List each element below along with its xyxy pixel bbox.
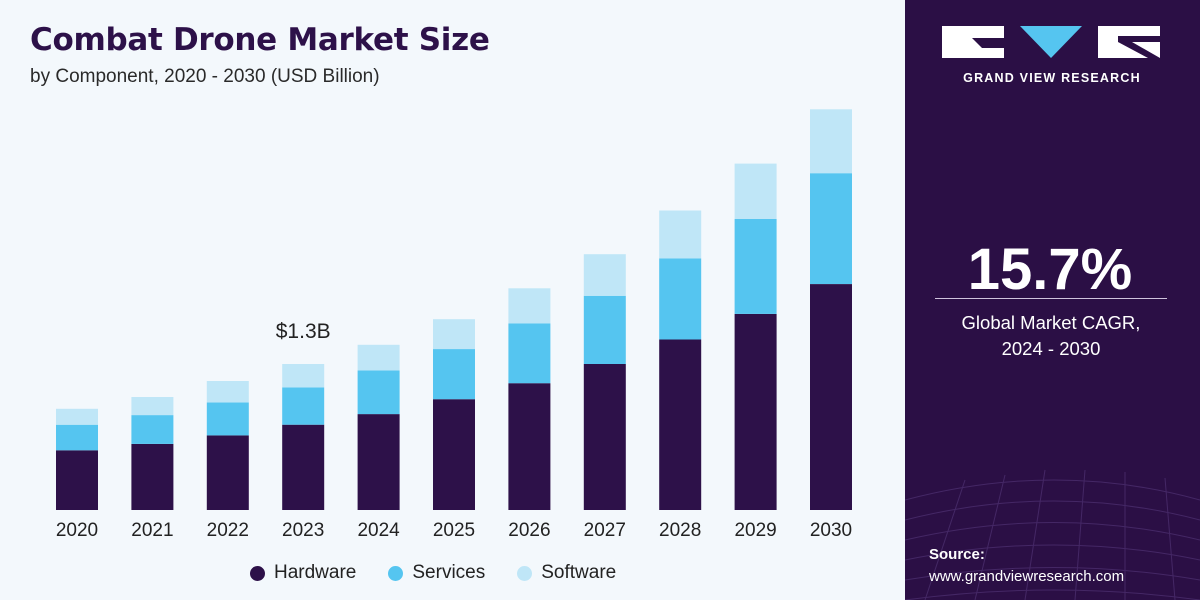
x-tick-label-2021: 2021 xyxy=(131,520,173,541)
x-tick-label-2024: 2024 xyxy=(357,520,400,541)
grid-decoration xyxy=(905,469,1200,600)
bar-segment-services-2027 xyxy=(583,295,626,364)
bar-segment-services-2024 xyxy=(357,370,400,415)
bar-segment-hardware-2024 xyxy=(357,414,400,510)
sidebar-panel xyxy=(905,0,1200,600)
bar-segment-software-2030 xyxy=(810,109,852,174)
bar-segment-services-2029 xyxy=(734,219,777,314)
bar-segment-hardware-2021 xyxy=(131,443,174,510)
bar-segment-hardware-2023 xyxy=(282,424,325,510)
brand-name: GRAND VIEW RESEARCH xyxy=(963,71,1141,85)
bar-segment-services-2025 xyxy=(433,349,475,400)
x-tick-label-2030: 2030 xyxy=(810,520,852,541)
x-tick-label-2025: 2025 xyxy=(433,520,475,541)
bar-segment-software-2028 xyxy=(659,210,702,259)
chart-subtitle: by Component, 2020 - 2030 (USD Billion) xyxy=(30,66,380,87)
cagr-value: 15.7% xyxy=(967,237,1133,302)
bar-segment-hardware-2026 xyxy=(508,383,551,510)
cagr-label-line1: Global Market CAGR, xyxy=(961,312,1141,333)
bar-segment-services-2026 xyxy=(508,323,551,384)
bar-segment-software-2029 xyxy=(734,163,777,219)
bar-segment-services-2022 xyxy=(206,402,249,436)
legend-item-services: Services xyxy=(388,562,485,584)
cagr-label-line2: 2024 - 2030 xyxy=(1001,338,1101,359)
legend-label-hardware: Hardware xyxy=(274,562,357,583)
x-tick-label-2029: 2029 xyxy=(734,520,776,541)
bar-segment-software-2025 xyxy=(433,319,475,349)
legend-item-hardware: Hardware xyxy=(250,562,356,584)
bar-segment-software-2027 xyxy=(583,254,626,296)
bar-segment-hardware-2029 xyxy=(734,313,777,510)
legend-swatch-software xyxy=(517,565,533,581)
x-tick-label-2027: 2027 xyxy=(584,520,626,541)
bar-segment-software-2020 xyxy=(56,408,98,425)
bar-segment-software-2026 xyxy=(508,288,551,324)
bar-segment-services-2020 xyxy=(56,424,98,451)
cagr-divider xyxy=(935,298,1167,299)
legend-item-software: Software xyxy=(517,562,616,584)
source-label: Source: xyxy=(929,546,985,563)
legend-label-services: Services xyxy=(412,562,486,583)
bar-segment-software-2021 xyxy=(131,397,174,416)
bar-segment-hardware-2027 xyxy=(583,364,626,510)
stacked-bar-chart: 2020 2021 2022 2023 $1.3B 2024 2025 2026 2027 202… xyxy=(56,109,852,541)
chart-legend: Hardware Services Software xyxy=(250,562,616,584)
bar-segment-services-2030 xyxy=(810,173,852,284)
chart-title: Combat Drone Market Size xyxy=(30,22,490,58)
bar-segment-hardware-2025 xyxy=(433,399,475,510)
bar-segment-services-2028 xyxy=(659,258,702,340)
legend-swatch-hardware xyxy=(250,565,265,581)
bar-segment-services-2023 xyxy=(282,387,325,425)
bar-segment-hardware-2030 xyxy=(810,284,852,510)
grand-view-research-logo xyxy=(942,26,1160,58)
x-tick-label-2022: 2022 xyxy=(207,520,249,541)
cagr-label: Global Market CAGR, 2024 - 2030 xyxy=(935,310,1167,362)
x-tick-label-2026: 2026 xyxy=(508,520,550,541)
chart-panel: Combat Drone Market Size by Component, 2… xyxy=(0,0,905,600)
legend-label-software: Software xyxy=(541,562,617,583)
bar-segment-hardware-2028 xyxy=(659,339,702,510)
source-link[interactable]: www.grandviewresearch.com xyxy=(929,568,1125,585)
bar-segment-hardware-2022 xyxy=(206,435,249,510)
x-tick-label-2020: 2020 xyxy=(56,520,98,541)
bar-segment-software-2024 xyxy=(357,344,400,371)
data-label-2023: $1.3B xyxy=(276,320,331,343)
bar-segment-software-2022 xyxy=(206,381,249,403)
x-tick-label-2028: 2028 xyxy=(659,520,701,541)
x-tick-label-2023: 2023 xyxy=(282,520,324,541)
bar-segment-services-2021 xyxy=(131,415,174,444)
bar-segment-software-2023 xyxy=(282,364,325,388)
bar-segment-hardware-2020 xyxy=(56,450,98,510)
legend-swatch-services xyxy=(388,565,404,581)
